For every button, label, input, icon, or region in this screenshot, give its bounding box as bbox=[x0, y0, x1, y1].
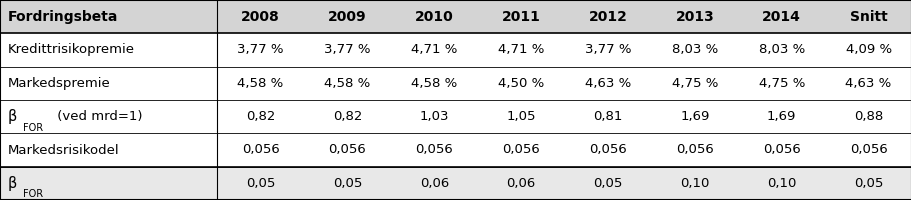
Text: 0,81: 0,81 bbox=[593, 110, 622, 123]
Text: 0,056: 0,056 bbox=[328, 143, 366, 156]
Text: 8,03 %: 8,03 % bbox=[758, 43, 804, 56]
Text: 4,63 %: 4,63 % bbox=[584, 77, 630, 90]
Text: 4,75 %: 4,75 % bbox=[758, 77, 804, 90]
Text: 0,056: 0,056 bbox=[849, 143, 886, 156]
Bar bbox=[0, 167, 911, 200]
Text: Markedsrisikodel: Markedsrisikodel bbox=[7, 143, 118, 156]
Text: 0,10: 0,10 bbox=[680, 177, 709, 190]
Text: 2011: 2011 bbox=[501, 10, 540, 24]
Text: 0,056: 0,056 bbox=[241, 143, 279, 156]
Text: Snitt: Snitt bbox=[849, 10, 886, 24]
Text: 0,056: 0,056 bbox=[415, 143, 453, 156]
Text: Markedspremie: Markedspremie bbox=[7, 77, 110, 90]
Text: 4,09 %: 4,09 % bbox=[844, 43, 891, 56]
Text: 2014: 2014 bbox=[762, 10, 800, 24]
Text: 4,58 %: 4,58 % bbox=[237, 77, 283, 90]
Text: β: β bbox=[7, 109, 16, 124]
Text: 8,03 %: 8,03 % bbox=[671, 43, 717, 56]
Text: 1,69: 1,69 bbox=[680, 110, 709, 123]
Text: 1,03: 1,03 bbox=[419, 110, 448, 123]
Text: 0,05: 0,05 bbox=[853, 177, 882, 190]
Text: 4,50 %: 4,50 % bbox=[497, 77, 544, 90]
Text: 1,05: 1,05 bbox=[506, 110, 536, 123]
Text: FOR: FOR bbox=[23, 189, 43, 199]
Text: 1,69: 1,69 bbox=[766, 110, 795, 123]
Text: 3,77 %: 3,77 % bbox=[323, 43, 370, 56]
Text: 0,056: 0,056 bbox=[589, 143, 626, 156]
Text: 0,06: 0,06 bbox=[506, 177, 535, 190]
Text: 0,05: 0,05 bbox=[593, 177, 622, 190]
Text: 0,056: 0,056 bbox=[675, 143, 713, 156]
Text: FOR: FOR bbox=[23, 123, 43, 133]
Text: 4,75 %: 4,75 % bbox=[670, 77, 717, 90]
Text: 4,58 %: 4,58 % bbox=[411, 77, 457, 90]
Text: Fordringsbeta: Fordringsbeta bbox=[7, 10, 118, 24]
Text: 0,06: 0,06 bbox=[419, 177, 448, 190]
Text: 4,71 %: 4,71 % bbox=[497, 43, 544, 56]
Text: (ved mrd=1): (ved mrd=1) bbox=[53, 110, 142, 123]
Text: 2009: 2009 bbox=[328, 10, 366, 24]
Text: 4,58 %: 4,58 % bbox=[324, 77, 370, 90]
Text: β: β bbox=[7, 176, 16, 191]
Text: 3,77 %: 3,77 % bbox=[237, 43, 283, 56]
Text: 2008: 2008 bbox=[241, 10, 280, 24]
Text: 0,05: 0,05 bbox=[246, 177, 275, 190]
Text: 2013: 2013 bbox=[675, 10, 713, 24]
Text: 3,77 %: 3,77 % bbox=[584, 43, 630, 56]
Text: 0,10: 0,10 bbox=[766, 177, 795, 190]
Text: 2012: 2012 bbox=[588, 10, 627, 24]
Bar bbox=[0, 0, 911, 33]
Text: 0,05: 0,05 bbox=[333, 177, 362, 190]
Text: 0,82: 0,82 bbox=[246, 110, 275, 123]
Text: 0,056: 0,056 bbox=[502, 143, 539, 156]
Text: 0,82: 0,82 bbox=[333, 110, 362, 123]
Text: 0,88: 0,88 bbox=[853, 110, 882, 123]
Text: 0,056: 0,056 bbox=[762, 143, 800, 156]
Text: 2010: 2010 bbox=[415, 10, 453, 24]
Text: 4,63 %: 4,63 % bbox=[844, 77, 891, 90]
Text: 4,71 %: 4,71 % bbox=[411, 43, 457, 56]
Text: Kredittrisikopremie: Kredittrisikopremie bbox=[7, 43, 134, 56]
